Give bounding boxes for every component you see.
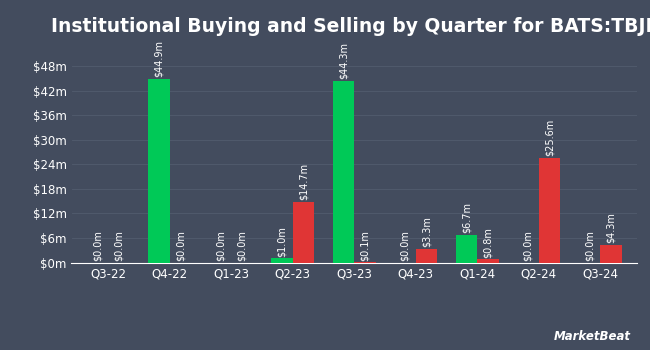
Text: $44.9m: $44.9m xyxy=(154,40,164,77)
Text: $0.0m: $0.0m xyxy=(114,230,124,261)
Bar xyxy=(600,245,621,262)
Text: $0.0m: $0.0m xyxy=(584,230,594,261)
Text: $0.1m: $0.1m xyxy=(360,230,370,261)
Text: $0.0m: $0.0m xyxy=(400,230,410,261)
Text: $4.3m: $4.3m xyxy=(606,212,616,243)
Bar xyxy=(477,259,499,262)
Text: $0.0m: $0.0m xyxy=(176,230,186,261)
Bar xyxy=(148,79,170,262)
Title: Institutional Buying and Selling by Quarter for BATS:TBJL: Institutional Buying and Selling by Quar… xyxy=(51,16,650,36)
Bar xyxy=(456,235,477,262)
Text: $3.3m: $3.3m xyxy=(421,216,432,247)
Bar xyxy=(333,81,354,262)
Bar xyxy=(292,202,315,262)
Text: $0.8m: $0.8m xyxy=(483,227,493,258)
Bar xyxy=(539,158,560,262)
Text: $14.7m: $14.7m xyxy=(298,163,309,200)
Text: $0.0m: $0.0m xyxy=(523,230,533,261)
Text: $1.0m: $1.0m xyxy=(277,226,287,257)
Text: MarketBeat: MarketBeat xyxy=(554,330,630,343)
Bar xyxy=(416,249,437,262)
Text: $0.0m: $0.0m xyxy=(92,230,103,261)
Text: $0.0m: $0.0m xyxy=(237,230,247,261)
Text: $0.0m: $0.0m xyxy=(216,230,226,261)
Text: $44.3m: $44.3m xyxy=(339,42,348,79)
Text: $6.7m: $6.7m xyxy=(462,202,471,233)
Text: $25.6m: $25.6m xyxy=(545,118,554,156)
Bar xyxy=(271,258,293,262)
